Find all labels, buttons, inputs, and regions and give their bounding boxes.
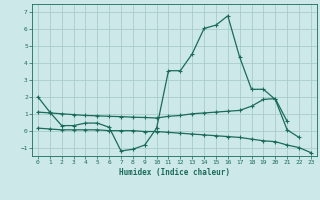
X-axis label: Humidex (Indice chaleur): Humidex (Indice chaleur) [119, 168, 230, 177]
